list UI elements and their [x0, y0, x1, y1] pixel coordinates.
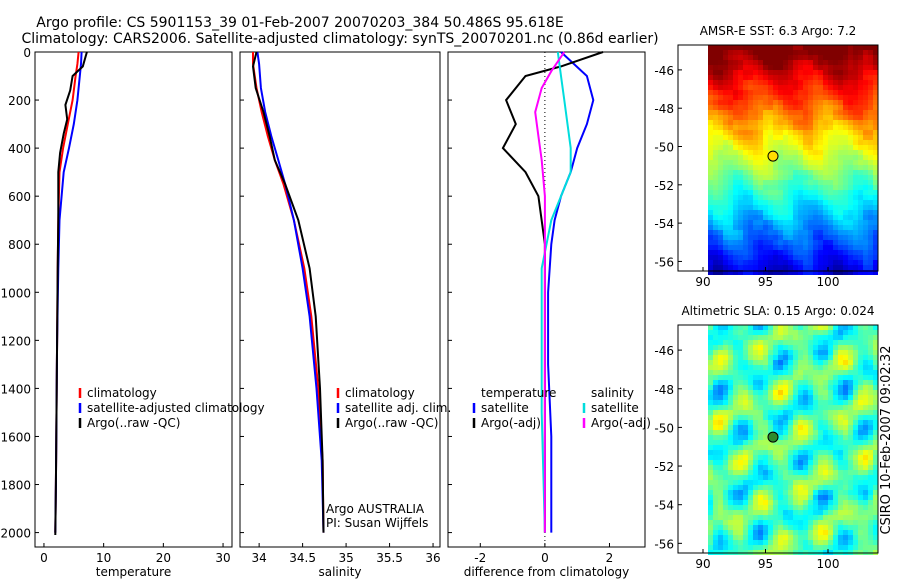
plot-frame-2	[239, 51, 441, 548]
lat-tick-label: -56	[654, 255, 674, 269]
legend-label: Argo(..raw -QC)	[87, 416, 180, 430]
lat-tick-label: -50	[654, 141, 674, 155]
x-tick-label: 0	[40, 551, 48, 565]
lon-tick-label: 100	[817, 557, 840, 571]
x-tick-label: 34	[251, 551, 266, 565]
lon-tick-label: 90	[695, 275, 710, 289]
lat-tick-label: -48	[654, 383, 674, 397]
lat-tick-label: -56	[654, 537, 674, 551]
depth-tick-label: 600	[8, 190, 31, 204]
depth-tick-label: 1800	[0, 479, 31, 493]
plot-frame-3	[447, 51, 646, 548]
float-location-marker	[767, 150, 779, 162]
lat-tick-label: -48	[654, 102, 674, 116]
depth-tick-label: 1000	[0, 286, 31, 300]
legend-label: satellite	[591, 401, 639, 415]
x-axis-label: salinity	[318, 565, 361, 579]
lat-tick-label: -46	[654, 344, 674, 358]
legend-label: satellite	[481, 401, 529, 415]
x-tick-label: 35.5	[376, 551, 403, 565]
legend-label: Argo(-adj)	[591, 416, 651, 430]
lat-tick-label: -52	[654, 460, 674, 474]
depth-tick-label: 800	[8, 238, 31, 252]
x-tick-label: -2	[474, 551, 486, 565]
map-frame	[677, 44, 879, 272]
lat-tick-label: -54	[654, 499, 674, 513]
depth-tick-label: 2000	[0, 527, 31, 541]
lat-tick-label: -54	[654, 217, 674, 231]
sla-heatmap-field	[708, 325, 878, 555]
depth-tick-label: 200	[8, 94, 31, 108]
map-title: Altimetric SLA: 0.15 Argo: 0.024	[681, 304, 874, 318]
x-tick-label: 0	[541, 551, 549, 565]
lon-tick-label: 95	[758, 275, 773, 289]
figure-title-line1: Argo profile: CS 5901153_39 01-Feb-2007 …	[36, 15, 563, 31]
series-line	[251, 51, 325, 533]
x-axis-label: difference from climatology	[464, 565, 630, 579]
lat-tick-label: -46	[654, 64, 674, 78]
depth-tick-label: 1400	[0, 382, 31, 396]
legend-label: satellite-adjusted climatology	[87, 401, 265, 415]
map-title: AMSR-E SST: 6.3 Argo: 7.2	[700, 24, 857, 38]
depth-tick-label: 400	[8, 142, 31, 156]
x-tick-label: 2	[606, 551, 614, 565]
series-line	[54, 51, 88, 536]
legend-label: satellite adj. clim.	[345, 401, 451, 415]
series-line	[540, 51, 572, 533]
plot-frame-1	[34, 51, 233, 548]
annotation-text: Argo AUSTRALIA	[326, 502, 425, 516]
depth-tick-label: 1200	[0, 334, 31, 348]
x-tick-label: 10	[96, 551, 111, 565]
lat-tick-label: -52	[654, 179, 674, 193]
depth-tick-label: 0	[23, 46, 31, 60]
lon-tick-label: 90	[695, 557, 710, 571]
legend-group-header: temperature	[481, 386, 556, 400]
annotation-text: PI: Susan Wijffels	[326, 516, 428, 530]
legend-label: Argo(..raw -QC)	[345, 416, 438, 430]
series-line	[501, 51, 604, 533]
series-line	[534, 51, 566, 533]
legend-label: climatology	[87, 386, 157, 400]
legend-label: climatology	[345, 386, 415, 400]
legend-label: Argo(-adj)	[481, 416, 541, 430]
depth-tick-label: 1600	[0, 430, 31, 444]
x-tick-label: 20	[156, 551, 171, 565]
map-frame	[677, 324, 879, 554]
credit-stamp: CSIRO 10-Feb-2007 09:02:32	[879, 345, 894, 534]
lon-tick-label: 95	[758, 557, 773, 571]
series-line	[547, 51, 595, 533]
float-location-marker	[767, 431, 779, 443]
x-tick-label: 34.5	[289, 551, 316, 565]
x-axis-label: temperature	[96, 565, 171, 579]
sst-heatmap-field	[708, 45, 878, 275]
lat-tick-label: -50	[654, 421, 674, 435]
figure-title-line2: Climatology: CARS2006. Satellite-adjuste…	[21, 31, 658, 47]
x-tick-label: 30	[215, 551, 230, 565]
lon-tick-label: 100	[817, 275, 840, 289]
x-tick-label: 36	[425, 551, 440, 565]
legend-group-header: salinity	[591, 386, 634, 400]
x-tick-label: 35	[338, 551, 353, 565]
